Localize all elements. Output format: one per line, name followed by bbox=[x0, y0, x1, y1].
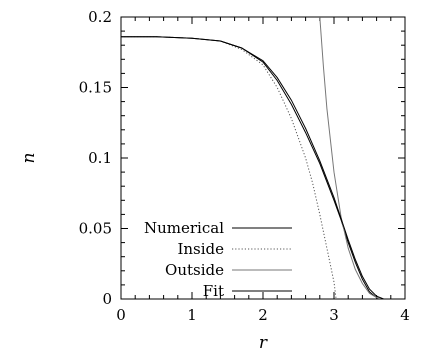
y-tick-label: 0.15 bbox=[79, 79, 112, 97]
x-tick-label: 1 bbox=[187, 306, 197, 324]
tick-labels: 0 1 2 3 4 0 0.05 0.1 0.15 0.2 bbox=[79, 8, 410, 324]
legend-label-outside: Outside bbox=[165, 261, 224, 279]
legend-label-fit: Fit bbox=[203, 282, 224, 300]
series-line-numerical bbox=[121, 36, 381, 299]
series-line-fit bbox=[121, 36, 384, 299]
x-axis-label: r bbox=[259, 333, 268, 353]
legend-label-inside: Inside bbox=[177, 240, 224, 258]
series-line-outside bbox=[319, 17, 381, 299]
x-tick-label: 3 bbox=[329, 306, 339, 324]
legend-label-numerical: Numerical bbox=[144, 219, 224, 237]
series-line-inside bbox=[121, 36, 337, 299]
y-tick-label: 0.05 bbox=[79, 220, 112, 238]
legend: Numerical Inside Outside Fit bbox=[144, 219, 292, 300]
tick-marks bbox=[120, 16, 406, 300]
x-tick-label: 0 bbox=[116, 306, 126, 324]
y-axis-label: n bbox=[19, 153, 39, 164]
x-tick-label: 2 bbox=[258, 306, 268, 324]
x-tick-label: 4 bbox=[400, 306, 410, 324]
y-tick-label: 0.2 bbox=[88, 8, 112, 26]
plot-frame bbox=[120, 16, 406, 300]
series-lines bbox=[121, 17, 384, 299]
y-tick-label: 0.1 bbox=[88, 149, 112, 167]
y-tick-label: 0 bbox=[102, 290, 112, 308]
